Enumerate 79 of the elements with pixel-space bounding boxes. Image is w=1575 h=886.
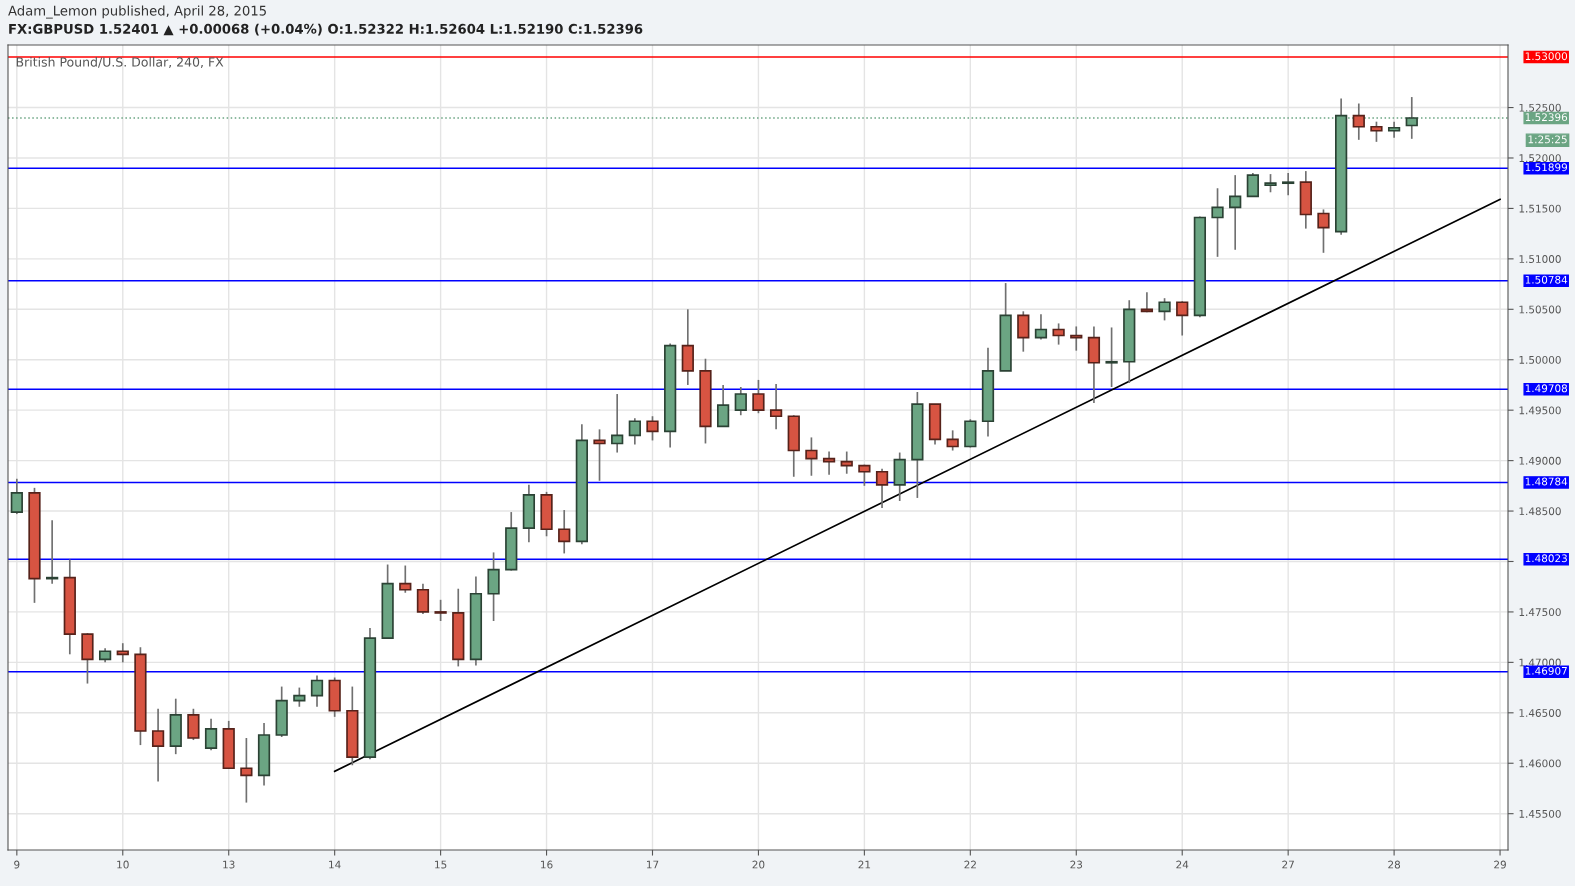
candlestick <box>151 707 165 783</box>
x-tick-label: 15 <box>435 860 447 869</box>
y-tick-label: 1.50500 <box>1519 305 1561 314</box>
y-tick-label: 1.46000 <box>1519 759 1561 768</box>
y-tick-label: 1.46500 <box>1519 709 1561 717</box>
candlestick <box>646 415 659 442</box>
x-tick-label: 13 <box>223 860 235 869</box>
x-tick-label: 27 <box>1282 860 1294 869</box>
ref-line-label: 1.50784 <box>1525 275 1568 284</box>
y-tick-label: 1.52500 <box>1519 103 1561 112</box>
candlestick <box>1317 208 1330 254</box>
candlestick <box>805 436 818 477</box>
candlestick <box>593 428 606 482</box>
candlestick <box>10 477 23 515</box>
candlestick <box>716 384 730 428</box>
candlestick <box>116 642 129 664</box>
x-tick-label: 20 <box>752 860 765 869</box>
candlestick <box>1052 322 1065 346</box>
candlestick <box>946 429 959 452</box>
candlestick <box>628 417 641 446</box>
x-tick-label: 22 <box>964 860 976 869</box>
x-tick-label: 16 <box>541 860 553 869</box>
x-tick-label: 28 <box>1388 860 1401 869</box>
annotation: British Pound/U.S. Dollar, 240, FX <box>16 57 224 69</box>
candlestick <box>240 737 253 804</box>
ref-line-label: 1.48023 <box>1525 554 1567 563</box>
candlestick <box>840 450 853 475</box>
candlestick <box>875 467 889 509</box>
candlestick <box>204 718 218 751</box>
candlestick <box>1017 310 1030 353</box>
x-tick-label: 21 <box>858 860 871 869</box>
x-tick-label: 23 <box>1070 860 1083 869</box>
ref-line-label: 1.53000 <box>1525 52 1568 61</box>
y-tick-label: 1.47500 <box>1519 608 1561 617</box>
candlestick <box>1105 326 1118 388</box>
x-tick-label: 9 <box>14 860 20 869</box>
candlestick <box>1352 102 1365 141</box>
candlestick <box>611 393 624 454</box>
candlestick <box>1158 297 1171 322</box>
candlestick <box>1034 313 1048 341</box>
candlestick <box>734 386 747 417</box>
x-tick-label: 10 <box>117 860 129 869</box>
y-tick-label: 1.47000 <box>1519 658 1561 667</box>
chart-subtitle: FX:GBPUSD 1.52401 ▲ +0.00068 (+0.04%) O:1.52322 H:1.52604 L:1.52190 C:1.52396 <box>9 23 643 36</box>
candlestick <box>558 509 571 555</box>
ref-line-label: 1.48784 <box>1525 477 1568 486</box>
y-tick-label: 1.49000 <box>1519 456 1561 465</box>
y-tick-label: 1.51500 <box>1519 204 1561 213</box>
chart-title: Adam_Lemon published, April 28, 2015 <box>8 5 266 19</box>
ref-line-label: 1.46907 <box>1525 666 1567 675</box>
y-tick-label: 1.51000 <box>1519 255 1561 263</box>
x-tick-label: 24 <box>1176 860 1189 869</box>
y-tick-label: 1.52000 <box>1519 154 1561 163</box>
candlestick <box>769 383 783 431</box>
candlestick <box>293 686 306 708</box>
candlestick <box>1264 173 1277 194</box>
candlestick <box>752 379 765 415</box>
candlestick <box>1229 174 1242 251</box>
text: 1:25:25 <box>1528 135 1567 144</box>
x-tick-label: 17 <box>647 860 659 869</box>
candlestick <box>434 598 447 622</box>
y-tick-label: 1.49500 <box>1519 406 1561 415</box>
candlestick <box>1246 172 1259 198</box>
candlestick <box>1211 187 1224 258</box>
ref-line-label: 1.51899 <box>1525 163 1568 172</box>
candlestick <box>187 707 200 741</box>
y-tick-label: 1.50000 <box>1519 355 1561 364</box>
candlestick <box>416 582 430 615</box>
candlestick <box>1176 300 1189 337</box>
candlestick <box>310 674 324 708</box>
x-tick-label: 14 <box>329 860 341 869</box>
y-tick-label: 1.48500 <box>1519 507 1561 516</box>
candlestick <box>1282 172 1295 197</box>
x-tick-label: 29 <box>1494 860 1506 869</box>
candlestick <box>1370 120 1383 143</box>
y-tick-label: 1.45500 <box>1519 809 1561 818</box>
ref-line-label: 1.52396 <box>1525 113 1568 122</box>
ref-line-label: 1.49708 <box>1525 384 1568 393</box>
candlestick <box>399 564 412 594</box>
